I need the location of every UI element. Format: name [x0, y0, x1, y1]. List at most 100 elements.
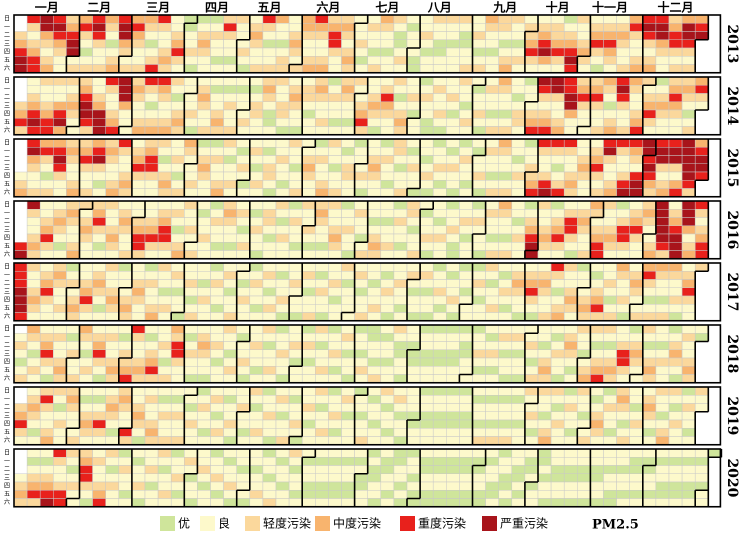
day-cell: [79, 93, 93, 102]
day-cell: [197, 233, 211, 243]
year-label: 2019: [724, 396, 740, 435]
day-cell: [197, 349, 211, 359]
day-cell: [184, 138, 198, 148]
day-cell: [197, 56, 211, 65]
day-cell: [197, 473, 211, 483]
day-cell: [642, 14, 657, 24]
day-cell: [315, 457, 329, 466]
day-cell: [341, 56, 355, 65]
day-cell: [406, 138, 421, 148]
day-cell: [105, 163, 120, 173]
day-cell: [39, 233, 54, 243]
day-cell: [197, 287, 211, 297]
day-cell: [210, 23, 224, 32]
day-cell: [393, 39, 408, 49]
day-cell: [26, 180, 41, 189]
day-cell: [354, 217, 368, 226]
day-cell: [262, 419, 277, 429]
day-cell: [92, 85, 106, 94]
day-cell: [393, 56, 408, 65]
day-cell: [131, 465, 146, 474]
day-cell: [144, 76, 159, 86]
day-cell: [275, 250, 290, 259]
day-cell: [367, 457, 382, 466]
day-cell: [681, 287, 696, 297]
day-cell: [603, 312, 617, 321]
day-cell: [446, 138, 460, 148]
day-cell: [79, 411, 93, 421]
day-cell: [223, 498, 237, 507]
day-cell: [315, 47, 329, 57]
day-cell: [236, 324, 251, 334]
day-cell: [341, 23, 355, 32]
day-cell: [39, 85, 54, 94]
day-cell: [275, 341, 290, 350]
day-cell: [354, 118, 368, 127]
day-cell: [249, 295, 264, 305]
day-cell: [393, 395, 408, 404]
day-cell: [341, 225, 355, 235]
day-cell: [53, 93, 67, 102]
day-cell: [26, 279, 41, 288]
day-cell: [53, 357, 67, 367]
day-cell: [236, 126, 251, 135]
day-cell: [26, 262, 41, 272]
day-cell: [39, 262, 54, 272]
day-cell: [210, 31, 224, 40]
day-cell: [236, 64, 251, 73]
day-cell: [328, 357, 342, 367]
day-cell: [629, 242, 644, 251]
day-cell: [39, 419, 54, 429]
day-cell: [590, 31, 604, 40]
day-cell: [249, 395, 264, 404]
day-cell: [79, 428, 93, 437]
day-cell: [39, 357, 54, 367]
day-cell: [328, 155, 342, 164]
day-cell: [223, 448, 237, 458]
day-cell: [66, 101, 80, 111]
day-cell: [432, 101, 447, 111]
day-cell: [393, 188, 408, 197]
day-cell: [655, 295, 670, 305]
day-cell: [380, 324, 395, 334]
day-cell: [616, 225, 630, 235]
day-cell: [184, 171, 198, 181]
year-label: 2017: [724, 272, 740, 311]
day-cell: [511, 333, 526, 342]
day-cell: [681, 242, 696, 251]
day-cell: [380, 457, 395, 466]
day-cell: [144, 138, 159, 148]
day-cell: [629, 225, 644, 235]
day-cell: [446, 481, 460, 491]
day-cell: [367, 93, 382, 102]
day-cell: [301, 312, 316, 321]
day-cell: [485, 39, 499, 49]
day-cell: [524, 76, 539, 86]
day-cell: [681, 349, 696, 359]
day-cell: [275, 498, 290, 507]
day-cell: [590, 386, 604, 396]
day-cell: [66, 366, 80, 375]
day-cell: [39, 403, 54, 412]
day-cell: [118, 295, 133, 305]
day-cell: [590, 147, 604, 156]
day-cell: [39, 126, 54, 135]
day-cell: [315, 217, 329, 226]
day-cell: [406, 188, 421, 197]
day-cell: [668, 14, 683, 24]
day-cell: [537, 39, 552, 49]
day-cell: [432, 262, 447, 272]
day-cell: [511, 147, 526, 156]
day-cell: [39, 395, 54, 404]
day-cell: [249, 200, 264, 210]
day-cell: [223, 39, 237, 49]
day-cell: [236, 200, 251, 210]
month-border: [78, 139, 710, 197]
day-cell: [603, 395, 617, 404]
day-cell: [367, 126, 382, 135]
day-cell: [79, 366, 93, 375]
day-cell: [459, 233, 473, 243]
day-cell: [262, 188, 277, 197]
day-cell: [590, 14, 604, 24]
day-cell: [590, 171, 604, 181]
